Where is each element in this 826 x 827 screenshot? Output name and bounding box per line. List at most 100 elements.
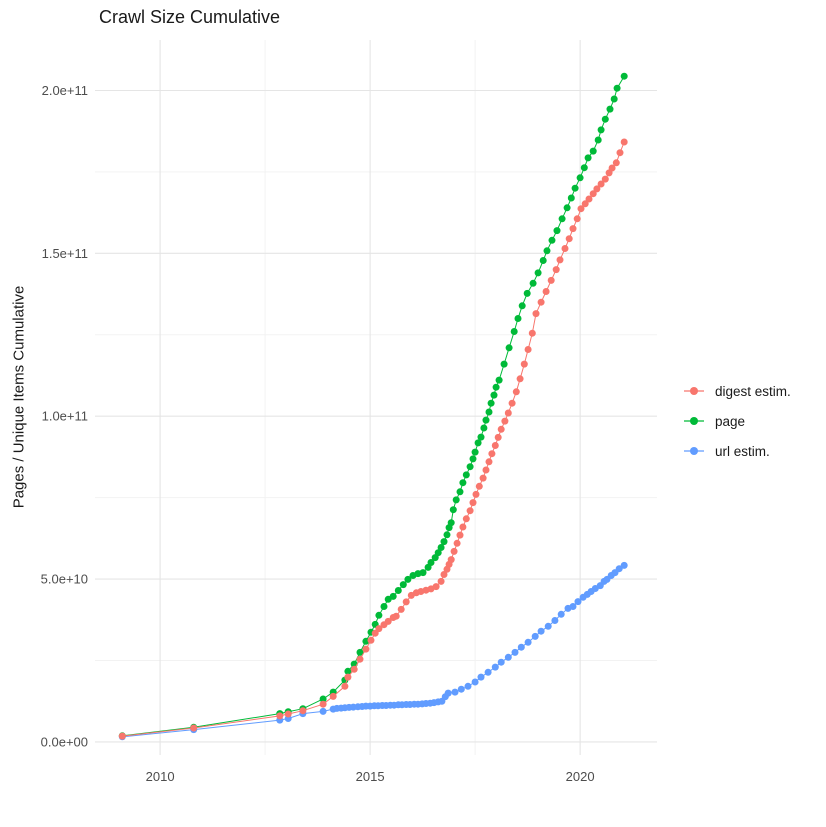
data-point xyxy=(620,72,628,80)
data-point xyxy=(569,225,577,233)
data-point xyxy=(375,625,383,633)
data-point xyxy=(440,571,448,578)
series-line-digestestim xyxy=(122,141,625,737)
data-point xyxy=(394,587,402,594)
data-point xyxy=(580,164,588,172)
chart-title: Crawl Size Cumulative xyxy=(99,7,281,27)
data-point xyxy=(567,194,575,202)
data-point xyxy=(571,184,579,192)
data-point xyxy=(319,700,327,708)
data-point xyxy=(492,383,500,391)
data-point xyxy=(319,695,327,703)
data-point xyxy=(474,439,482,447)
data-point xyxy=(558,215,566,223)
data-point xyxy=(440,538,448,546)
data-point xyxy=(510,328,518,335)
data-point xyxy=(344,673,352,681)
data-point xyxy=(459,523,467,531)
data-point xyxy=(615,565,623,573)
data-point xyxy=(620,561,628,569)
data-point xyxy=(537,298,545,306)
data-point xyxy=(485,458,493,466)
data-point xyxy=(367,636,375,644)
data-point xyxy=(475,482,483,490)
data-point xyxy=(464,682,472,690)
data-point xyxy=(479,474,487,482)
data-point xyxy=(491,663,499,671)
data-point xyxy=(329,692,337,700)
data-point xyxy=(380,603,388,610)
x-tick-label: 2010 xyxy=(146,769,175,784)
series-line-urlestim xyxy=(122,564,625,738)
data-point xyxy=(581,200,589,208)
data-point xyxy=(450,547,458,555)
data-point xyxy=(457,685,465,693)
data-point xyxy=(573,215,581,223)
data-point xyxy=(504,653,512,661)
data-point xyxy=(613,84,621,92)
data-point xyxy=(392,612,400,620)
data-point xyxy=(574,598,582,606)
data-point xyxy=(452,496,460,504)
data-point xyxy=(542,288,550,295)
data-point xyxy=(606,105,614,113)
data-point xyxy=(608,164,616,172)
data-point xyxy=(404,575,412,583)
data-point xyxy=(544,622,552,630)
data-point xyxy=(466,463,474,471)
data-point xyxy=(375,611,383,619)
data-point xyxy=(548,236,556,244)
data-point xyxy=(190,724,198,732)
data-point xyxy=(594,136,602,144)
data-point xyxy=(601,175,609,183)
legend-item-url: url estim. xyxy=(681,442,791,460)
data-point xyxy=(384,617,392,625)
data-point xyxy=(543,247,551,255)
legend-label-page: page xyxy=(715,413,746,429)
data-point xyxy=(537,627,545,635)
data-point xyxy=(552,266,560,274)
data-point xyxy=(341,682,349,690)
data-point xyxy=(449,506,457,514)
data-point xyxy=(529,279,537,287)
data-point xyxy=(528,329,536,337)
data-point xyxy=(577,205,585,213)
legend-key-page-icon xyxy=(684,417,704,425)
data-point xyxy=(477,673,485,681)
x-tick-label: 2015 xyxy=(356,769,385,784)
data-point xyxy=(551,617,559,624)
data-point xyxy=(482,416,490,424)
data-point xyxy=(534,269,542,277)
data-point xyxy=(518,302,526,310)
data-point xyxy=(397,605,405,613)
data-point xyxy=(344,667,352,675)
data-point xyxy=(517,643,525,651)
data-point xyxy=(469,499,477,507)
data-point xyxy=(350,665,358,673)
data-point xyxy=(471,448,479,456)
data-point xyxy=(491,442,499,449)
data-point xyxy=(362,645,370,653)
data-point xyxy=(589,190,597,198)
data-point xyxy=(447,519,455,527)
data-point xyxy=(531,632,539,640)
data-point xyxy=(524,638,532,646)
data-point xyxy=(402,598,410,606)
data-point xyxy=(276,712,284,720)
x-tick-label: 2020 xyxy=(566,769,595,784)
data-point xyxy=(539,257,547,264)
data-point xyxy=(512,388,520,396)
data-point xyxy=(601,115,609,123)
data-point xyxy=(453,539,461,547)
data-point xyxy=(504,409,512,417)
data-point xyxy=(620,138,628,146)
data-point xyxy=(284,710,292,718)
data-point xyxy=(597,180,605,188)
data-point xyxy=(616,149,624,157)
data-point xyxy=(427,559,435,566)
data-point xyxy=(299,707,307,715)
data-point xyxy=(462,471,470,479)
data-point xyxy=(399,581,407,589)
data-point xyxy=(356,655,364,663)
